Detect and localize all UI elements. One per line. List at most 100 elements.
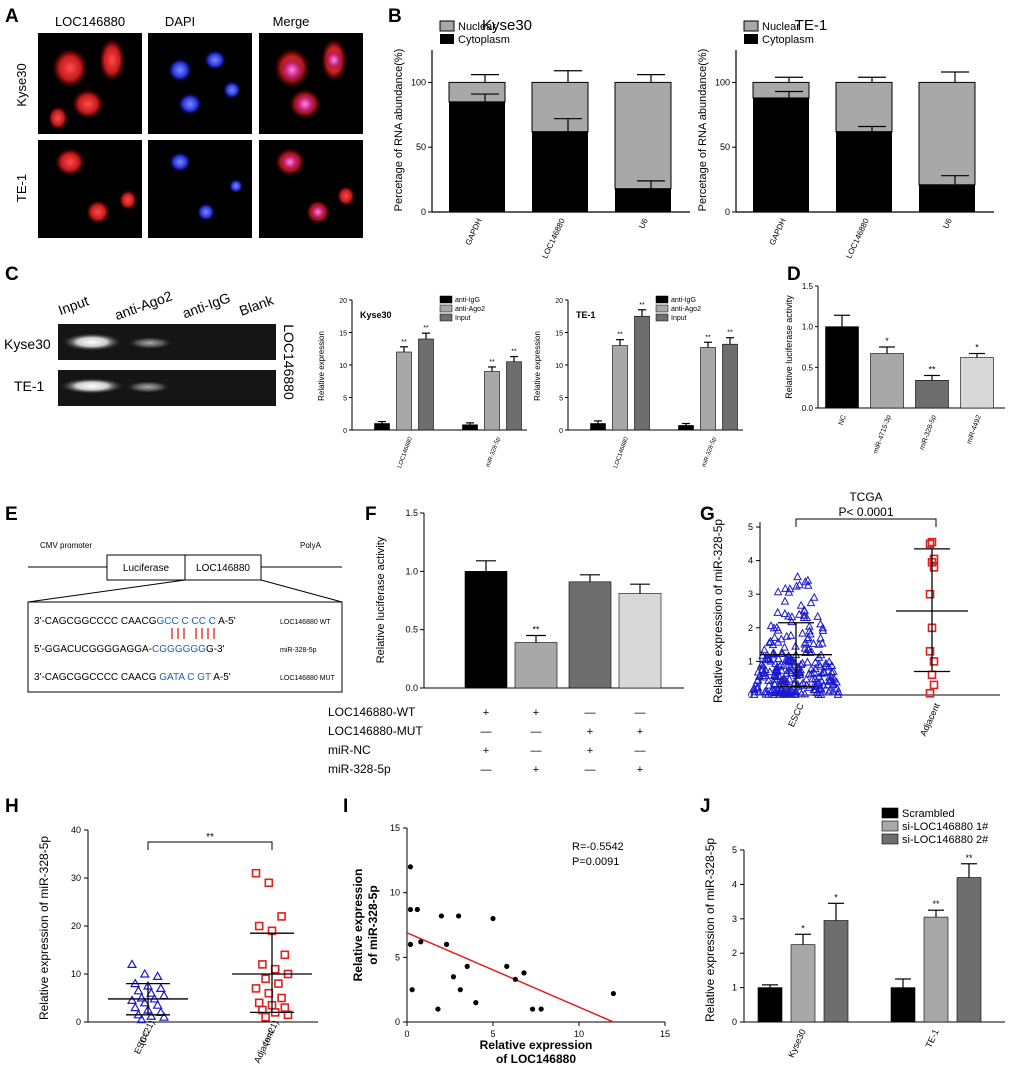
y-axis-label: Relative luciferase activity (375, 536, 387, 663)
escc-point (776, 659, 786, 668)
y-axis-label: Relative expression (317, 331, 326, 401)
adjacent-point (254, 998, 264, 1008)
legend-swatch-0 (881, 807, 899, 819)
escc-point (764, 655, 774, 664)
ytick-label: 0.5 (802, 363, 814, 372)
y-axis-label-line2: of miR-328-5p (366, 885, 380, 964)
adjacent-point (925, 589, 935, 599)
bar-nuclear-U6 (918, 81, 976, 186)
escc-point (797, 689, 806, 698)
bar-miR-328-5p (915, 380, 949, 409)
x-label-adjacent: Adjacent (918, 701, 942, 737)
seq-mut-name: LOC146880 MUT (280, 675, 336, 682)
escc-point (152, 971, 163, 980)
adjacent-point (925, 689, 935, 698)
polya-label: PolyA (300, 541, 322, 550)
ytick-label: 0 (559, 428, 563, 435)
scatter-point (464, 963, 470, 969)
escc-point (833, 689, 843, 698)
ytick-label: 10 (555, 363, 563, 370)
ytick-label: 30 (71, 873, 81, 883)
adjacent-point (277, 993, 286, 1003)
base-pair-lines (171, 628, 215, 639)
escc-point (800, 639, 810, 648)
panel-c: C Input anti-Ago2 anti-IgG Blank Kyse30 … (4, 264, 743, 469)
scatter-point (456, 913, 462, 919)
escc-point (811, 657, 820, 666)
x-label-GAPDH: GAPDH (464, 217, 484, 247)
legend-swatch-2 (439, 313, 453, 322)
escc-point (772, 665, 782, 674)
xtick-label: 10 (574, 1029, 584, 1039)
escc-point (766, 687, 776, 696)
scatter-point (414, 906, 420, 913)
sig: ** (532, 625, 540, 635)
seq-mir: 5'-GGACUCGGGGAGGA-CGGGGGGG-3' (34, 644, 225, 655)
escc-point (152, 999, 163, 1009)
escc-point (750, 685, 759, 694)
seq-wt-name: LOC146880 WT (280, 619, 331, 626)
escc-point (759, 672, 769, 681)
x-axis-label-line1: Relative expression (480, 1038, 593, 1052)
escc-point (791, 689, 801, 698)
x-label-miR-4715-3p: miR-4715-3p (872, 414, 892, 455)
regression-line (406, 932, 614, 1023)
escc-point (139, 968, 150, 978)
sig: ** (489, 359, 495, 366)
x-label-escc: ESCC (786, 701, 806, 728)
adjacent-point (270, 964, 280, 974)
chart-title: TE-1 (576, 310, 596, 320)
escc-point (766, 621, 776, 630)
escc-point (126, 959, 138, 968)
sig: ** (705, 334, 711, 341)
escc-point (825, 676, 835, 685)
table-cell: + (483, 745, 489, 757)
chart-title: Kyse30 (360, 310, 392, 320)
gel-row-kyse30: Kyse30 (4, 336, 51, 352)
bar-miR-4492 (960, 357, 994, 409)
chart-h: Relative expression of miR-328-5p 0 10 20 30… (37, 825, 318, 1065)
sig: ** (928, 364, 936, 374)
ytick-label: 2 (748, 623, 753, 633)
loc-box-label: LOC146880 (196, 563, 250, 574)
legend-swatch-2 (655, 313, 669, 322)
table-cell: + (637, 764, 643, 776)
escc-point (828, 677, 837, 686)
gel-side-label: LOC146880 (281, 324, 297, 400)
scatter-point (407, 906, 414, 913)
escc-point (814, 672, 824, 681)
chart-b-te1: TE-1 Percetage of RNA abundance(%) Nuclear… (697, 17, 994, 260)
gel-lane-input: Input (56, 292, 91, 318)
escc-point (126, 995, 138, 1004)
escc-point (771, 671, 781, 681)
panel-c-label: C (5, 264, 19, 285)
luciferase-label: Luciferase (123, 563, 170, 574)
escc-point (769, 623, 779, 632)
escc-point (817, 676, 826, 685)
legend-anti-IgG: anti-IgG (455, 297, 480, 304)
ytick-label: 0 (395, 1017, 400, 1027)
bar-cytoplasm-U6 (615, 188, 671, 212)
chart-i: Relative expression of miR-328-5pRelative… (351, 823, 670, 1066)
y-axis-label: Relative expression of miR-328-5p (37, 836, 51, 1020)
table-cell: — (635, 707, 646, 719)
escc-point (761, 665, 770, 674)
ytick-label: 15 (390, 823, 400, 833)
legend-cytoplasm-swatch (440, 34, 454, 44)
ytick-label: 0 (76, 1017, 81, 1027)
escc-point (803, 634, 812, 643)
ytick-label: 1 (748, 656, 753, 666)
adjacent-point (927, 537, 937, 547)
cmv-promoter-label: CMV promoter (40, 541, 92, 550)
bar-TE-1-2 (956, 877, 982, 1023)
bar-3 (618, 593, 662, 689)
escc-point (804, 644, 813, 654)
scatter-point (435, 1006, 441, 1012)
bar-LOC146880-2 (418, 338, 434, 431)
scatter-point (504, 963, 510, 969)
escc-point (786, 630, 796, 639)
adjacent-point (927, 670, 937, 680)
ytick-label: 5 (748, 522, 753, 532)
scatter-point (418, 939, 424, 945)
